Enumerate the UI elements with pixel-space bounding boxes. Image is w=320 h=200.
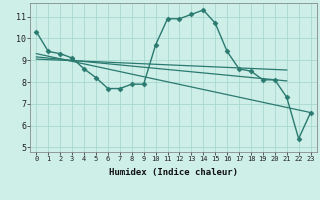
X-axis label: Humidex (Indice chaleur): Humidex (Indice chaleur)	[109, 168, 238, 177]
